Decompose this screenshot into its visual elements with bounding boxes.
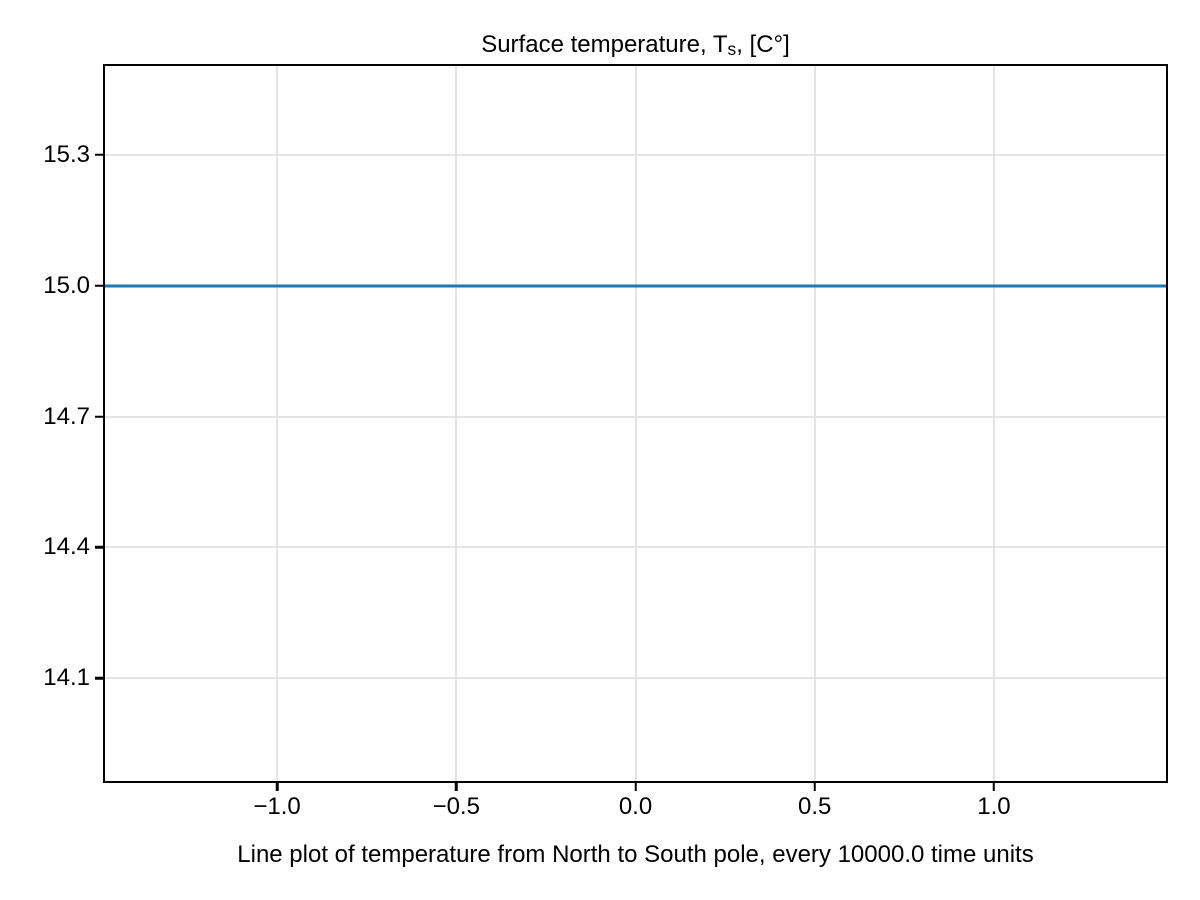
- x-tick-mark: [275, 781, 279, 791]
- y-gridline: [105, 153, 1166, 156]
- x-tick-label: 1.0: [977, 793, 1011, 820]
- y-tick-mark: [95, 284, 105, 287]
- y-tick-mark: [95, 153, 105, 157]
- y-tick-label: 14.4: [43, 533, 90, 561]
- y-tick-mark: [95, 415, 105, 418]
- x-tick-mark: [634, 781, 637, 791]
- x-gridline: [455, 66, 458, 781]
- x-tick-mark: [813, 781, 816, 791]
- x-tick-mark: [455, 781, 458, 791]
- x-gridline: [813, 66, 816, 781]
- x-gridline: [276, 66, 279, 781]
- chart-title: Surface temperature, Ts, [C°]: [103, 31, 1168, 60]
- x-tick-label: −0.5: [432, 793, 480, 820]
- x-tick-label: −1.0: [253, 793, 301, 820]
- x-axis-caption: Line plot of temperature from North to S…: [237, 841, 1034, 868]
- y-gridline: [105, 677, 1166, 680]
- x-tick-mark: [992, 781, 996, 791]
- plot-area: −1.0 −0.5 0.0 0.5 1.0 15.3 15.0 14.7 14.4 14.1: [43, 64, 1168, 820]
- y-gridline: [105, 546, 1166, 549]
- y-tick-label: 15.3: [43, 140, 90, 168]
- x-tick-label: 0.0: [618, 793, 653, 820]
- x-gridline: [634, 66, 637, 781]
- y-tick-label: 14.7: [43, 402, 90, 430]
- chart-title-prefix: Surface temperature, T: [481, 31, 728, 58]
- x-gridline: [992, 66, 995, 781]
- series-line-surface-temperature: [105, 284, 1166, 288]
- chart-title-subscript: s: [727, 39, 737, 60]
- chart-title-suffix: , [C°]: [736, 31, 790, 58]
- y-tick-mark: [95, 676, 105, 680]
- x-tick-label: 0.5: [798, 793, 832, 820]
- y-tick-mark: [95, 546, 105, 549]
- y-tick-label: 14.1: [43, 663, 90, 691]
- y-tick-label: 15.0: [43, 271, 90, 299]
- y-gridline: [105, 415, 1166, 418]
